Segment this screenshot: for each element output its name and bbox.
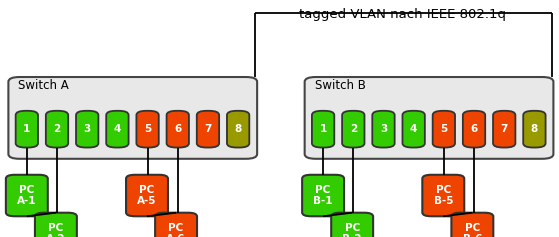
FancyBboxPatch shape xyxy=(155,213,197,237)
FancyBboxPatch shape xyxy=(342,111,364,147)
FancyBboxPatch shape xyxy=(402,111,425,147)
FancyBboxPatch shape xyxy=(227,111,249,147)
FancyBboxPatch shape xyxy=(136,111,159,147)
Text: PC
B-6: PC B-6 xyxy=(463,223,482,237)
Text: 3: 3 xyxy=(380,124,387,134)
FancyBboxPatch shape xyxy=(463,111,485,147)
FancyBboxPatch shape xyxy=(197,111,219,147)
FancyBboxPatch shape xyxy=(493,111,515,147)
FancyBboxPatch shape xyxy=(106,111,129,147)
Text: PC
B-2: PC B-2 xyxy=(343,223,362,237)
Text: 8: 8 xyxy=(531,124,538,134)
Text: PC
A-2: PC A-2 xyxy=(46,223,65,237)
Text: 1: 1 xyxy=(320,124,326,134)
Text: 2: 2 xyxy=(54,124,60,134)
Text: 2: 2 xyxy=(350,124,357,134)
Text: tagged VLAN nach IEEE 802.1q: tagged VLAN nach IEEE 802.1q xyxy=(299,8,506,21)
Text: 3: 3 xyxy=(84,124,91,134)
FancyBboxPatch shape xyxy=(433,111,455,147)
Text: 6: 6 xyxy=(174,124,181,134)
Text: PC
A-5: PC A-5 xyxy=(138,185,157,206)
Text: 8: 8 xyxy=(235,124,241,134)
FancyBboxPatch shape xyxy=(8,77,257,159)
Text: 5: 5 xyxy=(144,124,151,134)
Text: 7: 7 xyxy=(500,124,508,134)
FancyBboxPatch shape xyxy=(372,111,395,147)
FancyBboxPatch shape xyxy=(35,213,77,237)
Text: PC
A-1: PC A-1 xyxy=(17,185,36,206)
FancyBboxPatch shape xyxy=(167,111,189,147)
FancyBboxPatch shape xyxy=(302,175,344,216)
Text: 5: 5 xyxy=(440,124,447,134)
FancyBboxPatch shape xyxy=(452,213,493,237)
FancyBboxPatch shape xyxy=(76,111,98,147)
Text: 4: 4 xyxy=(410,124,418,134)
Text: Switch A: Switch A xyxy=(18,79,69,92)
FancyBboxPatch shape xyxy=(423,175,464,216)
FancyBboxPatch shape xyxy=(6,175,48,216)
Text: 7: 7 xyxy=(204,124,212,134)
Text: PC
B-1: PC B-1 xyxy=(314,185,333,206)
FancyBboxPatch shape xyxy=(46,111,68,147)
Text: PC
B-5: PC B-5 xyxy=(434,185,453,206)
Text: Switch B: Switch B xyxy=(315,79,366,92)
FancyBboxPatch shape xyxy=(331,213,373,237)
Text: 6: 6 xyxy=(471,124,477,134)
FancyBboxPatch shape xyxy=(305,77,553,159)
FancyBboxPatch shape xyxy=(523,111,546,147)
Text: 4: 4 xyxy=(113,124,121,134)
FancyBboxPatch shape xyxy=(312,111,334,147)
FancyBboxPatch shape xyxy=(126,175,168,216)
Text: 1: 1 xyxy=(23,124,30,134)
Text: PC
A-6: PC A-6 xyxy=(167,223,186,237)
FancyBboxPatch shape xyxy=(16,111,38,147)
